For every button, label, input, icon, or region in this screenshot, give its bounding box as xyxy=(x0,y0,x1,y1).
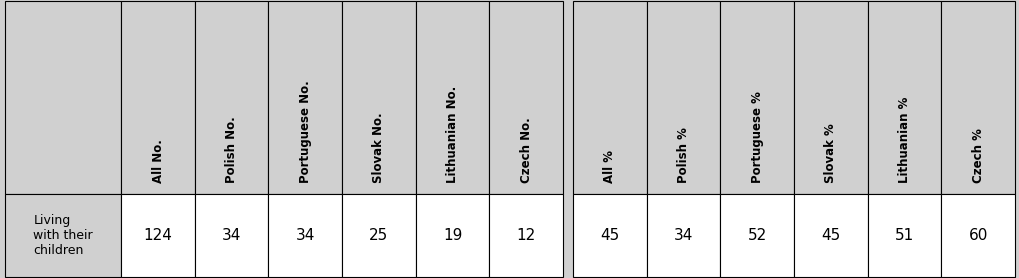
Text: 52: 52 xyxy=(747,228,766,243)
Bar xyxy=(573,1,646,194)
Text: Lithuanian %: Lithuanian % xyxy=(897,97,910,183)
Bar xyxy=(941,1,1014,194)
Bar xyxy=(5,194,121,277)
Bar xyxy=(268,1,341,194)
Bar xyxy=(416,1,489,194)
Text: 60: 60 xyxy=(967,228,986,243)
Bar xyxy=(719,1,793,194)
Bar xyxy=(195,194,268,277)
Bar xyxy=(719,194,793,277)
Text: All %: All % xyxy=(603,150,615,183)
Text: 12: 12 xyxy=(516,228,535,243)
Text: Lithuanian No.: Lithuanian No. xyxy=(445,86,459,183)
Text: 19: 19 xyxy=(442,228,462,243)
Bar xyxy=(573,194,646,277)
Text: 34: 34 xyxy=(674,228,693,243)
Bar xyxy=(489,1,562,194)
Bar xyxy=(5,1,121,194)
Bar xyxy=(867,1,941,194)
Text: Slovak No.: Slovak No. xyxy=(372,112,385,183)
Text: Slovak %: Slovak % xyxy=(823,123,837,183)
Bar xyxy=(489,194,562,277)
Bar xyxy=(416,194,489,277)
Bar xyxy=(793,194,867,277)
Text: Czech %: Czech % xyxy=(971,128,983,183)
Text: Polish No.: Polish No. xyxy=(225,116,238,183)
Text: Polish %: Polish % xyxy=(677,127,690,183)
Bar xyxy=(341,1,416,194)
Text: All No.: All No. xyxy=(152,139,164,183)
Bar xyxy=(121,1,195,194)
Text: 34: 34 xyxy=(222,228,242,243)
Bar xyxy=(646,194,719,277)
Bar xyxy=(793,1,867,194)
Bar xyxy=(341,194,416,277)
Text: 45: 45 xyxy=(600,228,619,243)
Bar xyxy=(121,194,195,277)
Text: 124: 124 xyxy=(144,228,172,243)
Text: 51: 51 xyxy=(894,228,913,243)
Bar xyxy=(195,1,268,194)
Text: Portuguese No.: Portuguese No. xyxy=(299,80,312,183)
Bar xyxy=(941,194,1014,277)
Text: 25: 25 xyxy=(369,228,388,243)
Text: 34: 34 xyxy=(296,228,315,243)
Text: Portuguese %: Portuguese % xyxy=(750,91,763,183)
Bar xyxy=(867,194,941,277)
Text: 45: 45 xyxy=(820,228,840,243)
Text: Living
with their
children: Living with their children xyxy=(34,214,93,257)
Text: Czech No.: Czech No. xyxy=(520,117,532,183)
Bar xyxy=(268,194,341,277)
Bar xyxy=(646,1,719,194)
